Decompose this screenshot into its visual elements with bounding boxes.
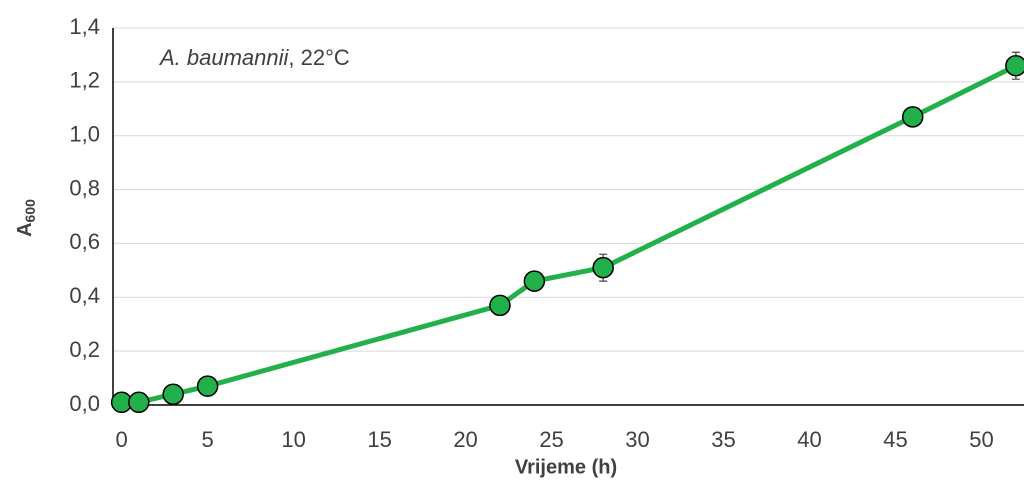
y-axis-label: A600 <box>14 199 37 237</box>
x-tick-label: 15 <box>367 427 391 452</box>
data-point <box>592 256 614 279</box>
x-tick-label: 40 <box>797 427 821 452</box>
x-tick-label: 30 <box>625 427 649 452</box>
annotation-text: , 22°C <box>288 45 349 70</box>
y-tick-label: 1,4 <box>69 14 100 39</box>
x-tick-label: 45 <box>883 427 907 452</box>
x-tick-label: 20 <box>453 427 477 452</box>
x-tick-label: 35 <box>711 427 735 452</box>
y-tick-label: 0,8 <box>69 175 100 200</box>
y-tick-label: 0,6 <box>69 229 100 254</box>
series-line <box>121 63 1018 405</box>
y-tick-label: 1,0 <box>69 122 100 147</box>
y-tick-label: 1,2 <box>69 68 100 93</box>
data-point <box>523 270 546 292</box>
y-axis-label-text: A <box>14 222 36 236</box>
data-point <box>489 294 511 317</box>
x-tick-label: 25 <box>539 427 563 452</box>
data-point <box>128 391 150 414</box>
x-tick-label: 10 <box>281 427 305 452</box>
data-point <box>196 375 219 397</box>
data-point <box>901 106 924 128</box>
y-tick-label: 0,0 <box>69 391 100 416</box>
x-tick-label: 5 <box>201 427 213 452</box>
annotation-italic: A. baumannii <box>158 45 290 70</box>
x-axis-label: Vrijeme (h) <box>515 456 617 478</box>
x-tick-label: 50 <box>969 427 993 452</box>
x-tick-label: 0 <box>115 427 127 452</box>
data-point <box>162 383 184 405</box>
y-tick-label: 0,4 <box>69 283 100 308</box>
data-point <box>1005 54 1024 77</box>
annotation: A. baumannii, 22°C <box>158 45 350 70</box>
y-tick-label: 0,2 <box>69 337 100 362</box>
y-axis-label-subscript: 600 <box>22 199 38 223</box>
